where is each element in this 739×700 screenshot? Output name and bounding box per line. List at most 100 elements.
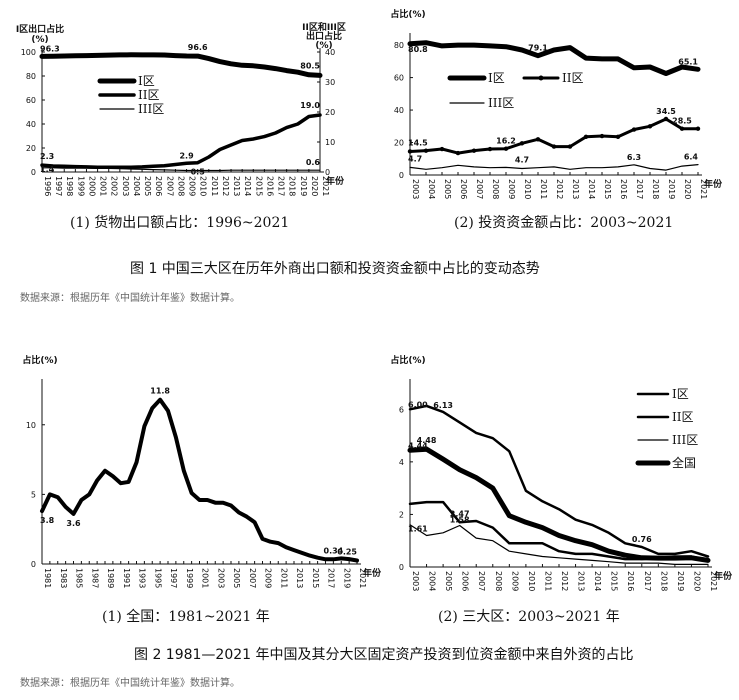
- x-tick-label: 2011: [210, 176, 219, 196]
- x-tick-label: 2017: [643, 571, 652, 591]
- x-tick-label: 2007: [475, 179, 484, 199]
- x-tick-label: 2021: [321, 176, 330, 196]
- data-label: 6.00: [408, 400, 428, 409]
- legend-label: 全国: [672, 455, 696, 470]
- y2-axis-label: 出口占比: [306, 30, 342, 42]
- data-label: 4.48: [417, 436, 437, 445]
- x-tick-label: 2021: [699, 179, 708, 199]
- legend-label: III区: [488, 96, 514, 110]
- series-point: [583, 134, 589, 140]
- y-axis-label: 占比(%): [390, 8, 425, 20]
- x-tick-label: 2006: [461, 571, 470, 591]
- y-tick-label: 40: [394, 106, 404, 115]
- data-label: 0.76: [632, 535, 652, 544]
- x-tick-label: 2009: [188, 176, 197, 196]
- x-tick-label: 2021: [358, 568, 367, 588]
- y-tick-label: 40: [26, 120, 36, 129]
- series-point: [679, 126, 685, 131]
- chart4-title: (2) 三大区：2003~2021 年: [438, 609, 620, 625]
- legend-label: I区: [488, 71, 505, 85]
- x-tick-label: 2005: [232, 568, 241, 588]
- x-axis-label: 年份: [704, 178, 723, 190]
- series-line-c1-1: [40, 113, 322, 169]
- series-point: [407, 149, 413, 154]
- data-label: 28.5: [672, 117, 692, 126]
- x-tick-label: 2008: [494, 571, 503, 591]
- series-line-c1-2: [41, 167, 321, 172]
- x-tick-label: 1991: [122, 568, 131, 588]
- y-tick-label: 20: [26, 144, 36, 153]
- x-tick-label: 2012: [221, 176, 230, 196]
- data-label: 80.5: [300, 61, 320, 70]
- x-tick-label: 2005: [143, 176, 152, 196]
- series-point: [647, 124, 653, 129]
- x-tick-label: 2015: [603, 179, 612, 199]
- legend-label: I区: [672, 387, 689, 401]
- data-label: 3.8: [40, 516, 55, 525]
- x-tick-label: 2002: [110, 176, 119, 196]
- y-tick-label: 10: [26, 421, 36, 430]
- x-tick-label: 2020: [692, 571, 701, 591]
- series-point: [567, 144, 573, 149]
- series-point: [631, 127, 637, 132]
- x-tick-label: 2003: [411, 179, 420, 199]
- x-tick-label: 1998: [65, 176, 74, 196]
- x-tick-label: 2003: [121, 176, 130, 196]
- x-axis-label: 年份: [326, 175, 345, 187]
- series-point: [471, 148, 477, 153]
- x-tick-label: 2016: [619, 179, 628, 199]
- y2-tick-label: 10: [325, 138, 335, 147]
- x-tick-label: 2018: [288, 176, 297, 196]
- x-tick-label: 2019: [342, 568, 351, 588]
- legend-label: II区: [672, 410, 693, 424]
- data-label: 4.44: [408, 441, 428, 450]
- chart1-title: (1) 货物出口额占比：1996~2021: [70, 215, 290, 231]
- x-tick-label: 2009: [510, 571, 519, 591]
- data-label: 11.8: [150, 387, 170, 396]
- data-label: 1.61: [408, 525, 428, 534]
- x-tick-label: 2014: [587, 179, 596, 199]
- series-point: [503, 146, 509, 151]
- y-tick-label: 20: [394, 139, 404, 148]
- x-tick-label: 1996: [43, 176, 52, 196]
- series-line-c2-0: [407, 40, 701, 76]
- x-tick-label: 2001: [201, 568, 210, 588]
- series-line-c3-0: [40, 397, 359, 563]
- series-point: [439, 146, 445, 152]
- x-tick-label: 2011: [539, 179, 548, 199]
- y-tick-label: 6: [399, 405, 404, 414]
- x-tick-label: 2009: [507, 179, 516, 199]
- x-tick-label: 1993: [138, 568, 147, 588]
- x-tick-label: 2005: [443, 179, 452, 199]
- data-label: 0.34: [324, 546, 344, 555]
- x-tick-label: 1999: [76, 176, 85, 196]
- x-tick-label: 2019: [299, 176, 308, 196]
- y-tick-label: 100: [21, 48, 36, 57]
- x-tick-label: 2017: [327, 568, 336, 588]
- x-tick-label: 2007: [477, 571, 486, 591]
- x-tick-label: 1995: [153, 568, 162, 588]
- data-label: 79.1: [528, 44, 548, 53]
- series-point: [695, 126, 701, 131]
- series-line-c4-3: [407, 446, 711, 563]
- legend-label: II区: [138, 88, 159, 102]
- x-tick-label: 2018: [651, 179, 660, 199]
- y-tick-label: 0: [31, 168, 36, 177]
- x-tick-label: 2019: [676, 571, 685, 591]
- x-tick-label: 2014: [243, 176, 252, 196]
- figure1-caption: 图 1 中国三大区在历年外商出口额和投资资金额中占比的变动态势: [130, 261, 540, 277]
- data-label: 4.7: [515, 156, 529, 165]
- x-tick-label: 2005: [444, 571, 453, 591]
- x-tick-label: 2000: [87, 176, 96, 196]
- data-label: 1.58: [450, 515, 470, 524]
- chart3-title: (1) 全国：1981~2021 年: [102, 609, 270, 625]
- x-tick-label: 2003: [216, 568, 225, 588]
- data-label: 2.3: [40, 152, 54, 161]
- x-tick-label: 2007: [248, 568, 257, 588]
- data-label: 80.8: [408, 45, 428, 54]
- x-tick-label: 1999: [185, 568, 194, 588]
- x-tick-label: 2008: [491, 179, 500, 199]
- series-point: [519, 141, 525, 146]
- y2-axis-label: (%): [315, 41, 332, 51]
- x-tick-label: 2010: [527, 571, 536, 591]
